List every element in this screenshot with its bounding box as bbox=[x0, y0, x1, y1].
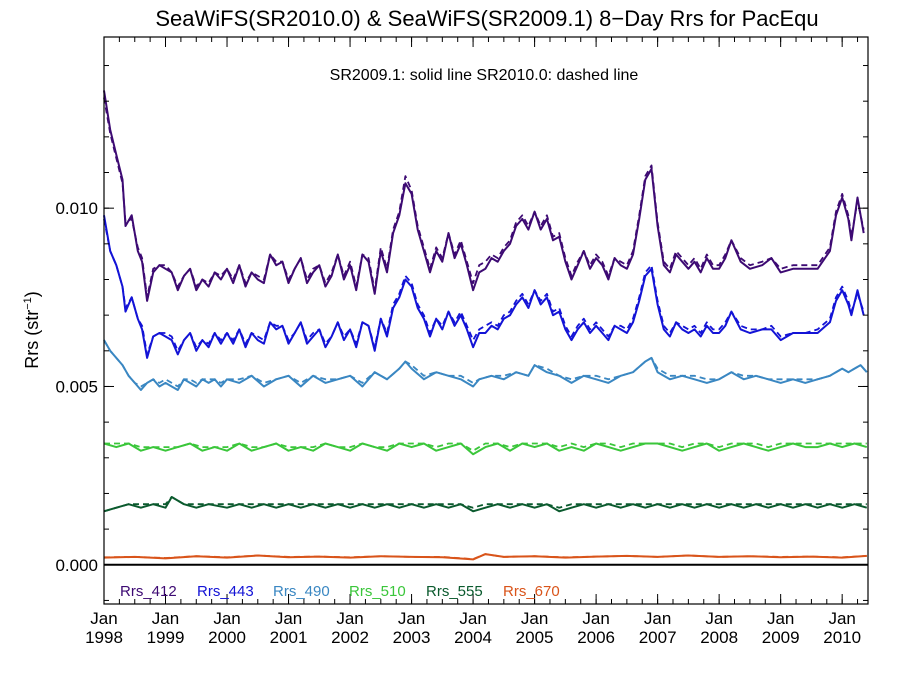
series-line-solid-Rrs_510 bbox=[103, 442, 868, 456]
chart-subtitle: SR2009.1: solid line SR2010.0: dashed li… bbox=[330, 67, 639, 84]
x-tick-label-month: Jan bbox=[152, 609, 179, 628]
legend-item-Rrs_555: Rrs_555 bbox=[426, 583, 483, 600]
x-tick-label-month: Jan bbox=[336, 609, 363, 628]
x-tick-label-year: 2003 bbox=[393, 628, 431, 647]
x-tick-label-year: 2010 bbox=[823, 628, 861, 647]
x-tick-label-month: Jan bbox=[828, 609, 855, 628]
y-tick-label: 0.010 bbox=[55, 199, 98, 218]
legend-item-Rrs_510: Rrs_510 bbox=[349, 583, 406, 600]
series-line-dashed-Rrs_412 bbox=[103, 97, 865, 299]
series-layer bbox=[103, 90, 868, 561]
series-line-solid-Rrs_490 bbox=[103, 339, 868, 391]
y-axis-label-superscript: −1 bbox=[22, 297, 34, 310]
series-line-solid-Rrs_670 bbox=[103, 553, 867, 561]
x-tick-label-month: Jan bbox=[90, 609, 117, 628]
x-tick-label-month: Jan bbox=[275, 609, 302, 628]
series-line-solid-Rrs_412 bbox=[103, 90, 865, 302]
x-tick-label-month: Jan bbox=[582, 609, 609, 628]
x-tick-label-month: Jan bbox=[521, 609, 548, 628]
x-tick-label-month: Jan bbox=[213, 609, 240, 628]
x-tick-label-year: 2008 bbox=[700, 628, 738, 647]
y-axis-label: Rrs (str−1) bbox=[22, 291, 42, 369]
series-line-dashed-Rrs_490 bbox=[103, 339, 868, 388]
x-tick-label-month: Jan bbox=[644, 609, 671, 628]
legend-item-Rrs_670: Rrs_670 bbox=[503, 583, 560, 600]
x-tick-label-year: 1999 bbox=[147, 628, 185, 647]
x-tick-label-year: 2004 bbox=[454, 628, 492, 647]
y-axis-label-close: ) bbox=[22, 291, 42, 297]
x-tick-label-year: 1998 bbox=[85, 628, 123, 647]
series-line-dashed-Rrs_510 bbox=[104, 442, 867, 452]
y-axis-label-text: Rrs (str bbox=[22, 310, 42, 369]
x-tick-label-year: 2009 bbox=[762, 628, 800, 647]
series-line-dashed-Rrs_555 bbox=[103, 496, 867, 513]
x-tick-label-month: Jan bbox=[767, 609, 794, 628]
y-tick-label: 0.005 bbox=[55, 377, 98, 396]
x-tick-label-year: 2000 bbox=[208, 628, 246, 647]
x-tick-label-month: Jan bbox=[398, 609, 425, 628]
legend-item-Rrs_490: Rrs_490 bbox=[273, 583, 330, 600]
series-line-solid-Rrs_443 bbox=[103, 215, 865, 359]
y-tick-label: 0.000 bbox=[55, 556, 98, 575]
x-tick-label-year: 2002 bbox=[331, 628, 369, 647]
x-tick-label-year: 2001 bbox=[270, 628, 308, 647]
x-tick-label-year: 2005 bbox=[516, 628, 554, 647]
ticks-layer: 0.0000.0050.010Jan1998Jan1999Jan2000Jan2… bbox=[55, 37, 868, 647]
series-line-solid-Rrs_555 bbox=[103, 496, 868, 513]
x-tick-label-month: Jan bbox=[459, 609, 486, 628]
x-tick-label-year: 2007 bbox=[639, 628, 677, 647]
legend: Rrs_412 Rrs_443 Rrs_490 Rrs_510 Rrs_555 Rrs_6… bbox=[120, 583, 560, 600]
chart-title: SeaWiFS(SR2010.0) & SeaWiFS(SR2009.1) 8−… bbox=[155, 6, 818, 31]
plot-frame bbox=[103, 36, 869, 605]
x-tick-label-month: Jan bbox=[705, 609, 732, 628]
x-tick-label-year: 2006 bbox=[577, 628, 615, 647]
legend-item-Rrs_443: Rrs_443 bbox=[197, 583, 254, 600]
series-line-dashed-Rrs_443 bbox=[103, 218, 865, 356]
legend-item-Rrs_412: Rrs_412 bbox=[120, 583, 177, 600]
